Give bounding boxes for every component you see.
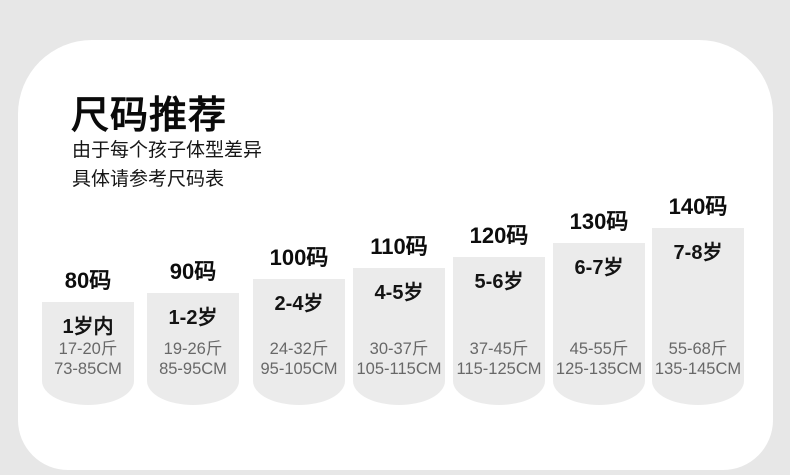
measurements: 24-32斤 95-105CM [260,339,337,379]
height-range: 73-85CM [54,360,122,378]
weight-range: 55-68斤 [668,340,728,358]
age-range: 6-7岁 [574,257,624,279]
age-range: 4-5岁 [374,282,424,304]
age-range: 1岁内 [62,316,114,338]
size-code-label: 120码 [469,223,529,248]
size-column-130: 130码 6-7岁 45-55斤 125-135CM [553,204,645,405]
size-column-block: 7-8岁 55-68斤 135-145CM [652,228,744,405]
height-range: 115-125CM [456,360,542,378]
size-column-block: 5-6岁 37-45斤 115-125CM [453,257,545,405]
weight-range: 17-20斤 [58,340,118,358]
size-code-label: 140码 [668,194,728,219]
subtitle-line-2: 具体请参考尺码表 [72,168,225,190]
size-code-label: 110码 [370,234,428,259]
weight-range: 37-45斤 [469,340,529,358]
size-code-label: 90码 [169,259,217,284]
measurements: 30-37斤 105-115CM [357,339,442,379]
age-range: 1-2岁 [168,307,218,329]
size-column-90: 90码 1-2岁 19-26斤 85-95CM [147,254,239,405]
weight-range: 30-37斤 [369,340,429,358]
size-column-80: 80码 1岁内 17-20斤 73-85CM [42,263,134,405]
size-code-label: 130码 [569,209,629,234]
size-column-block: 2-4岁 24-32斤 95-105CM [253,279,345,405]
subtitle-line-1: 由于每个孩子体型差异 [72,140,263,161]
measurements: 45-55斤 125-135CM [556,339,642,379]
size-column-block: 1-2岁 19-26斤 85-95CM [147,293,239,405]
page-title: 尺码推荐 [71,95,228,137]
age-range: 7-8岁 [673,242,723,264]
height-range: 95-105CM [260,360,338,378]
weight-range: 19-26斤 [163,340,223,358]
size-column-block: 1岁内 17-20斤 73-85CM [42,302,134,405]
measurements: 55-68斤 135-145CM [655,339,741,379]
height-range: 85-95CM [159,360,227,378]
size-code-label: 100码 [269,245,329,270]
weight-range: 45-55斤 [569,340,629,358]
age-range: 2-4岁 [274,293,324,315]
weight-range: 24-32斤 [269,340,329,358]
height-range: 105-115CM [356,360,442,378]
size-column-110: 110码 4-5岁 30-37斤 105-115CM [353,229,445,405]
size-code-label: 80码 [64,268,112,293]
height-range: 125-135CM [555,360,643,378]
size-column-140: 140码 7-8岁 55-68斤 135-145CM [652,189,744,405]
size-column-100: 100码 2-4岁 24-32斤 95-105CM [253,240,345,405]
measurements: 19-26斤 85-95CM [159,339,227,379]
measurements: 17-20斤 73-85CM [54,339,122,379]
measurements: 37-45斤 115-125CM [457,339,542,379]
size-column-block: 6-7岁 45-55斤 125-135CM [553,243,645,405]
size-column-block: 4-5岁 30-37斤 105-115CM [353,268,445,405]
size-column-120: 120码 5-6岁 37-45斤 115-125CM [453,218,545,405]
subtitle: 由于每个孩子体型差异 具体请参考尺码表 [72,137,262,194]
age-range: 5-6岁 [474,271,524,293]
height-range: 135-145CM [654,360,742,378]
